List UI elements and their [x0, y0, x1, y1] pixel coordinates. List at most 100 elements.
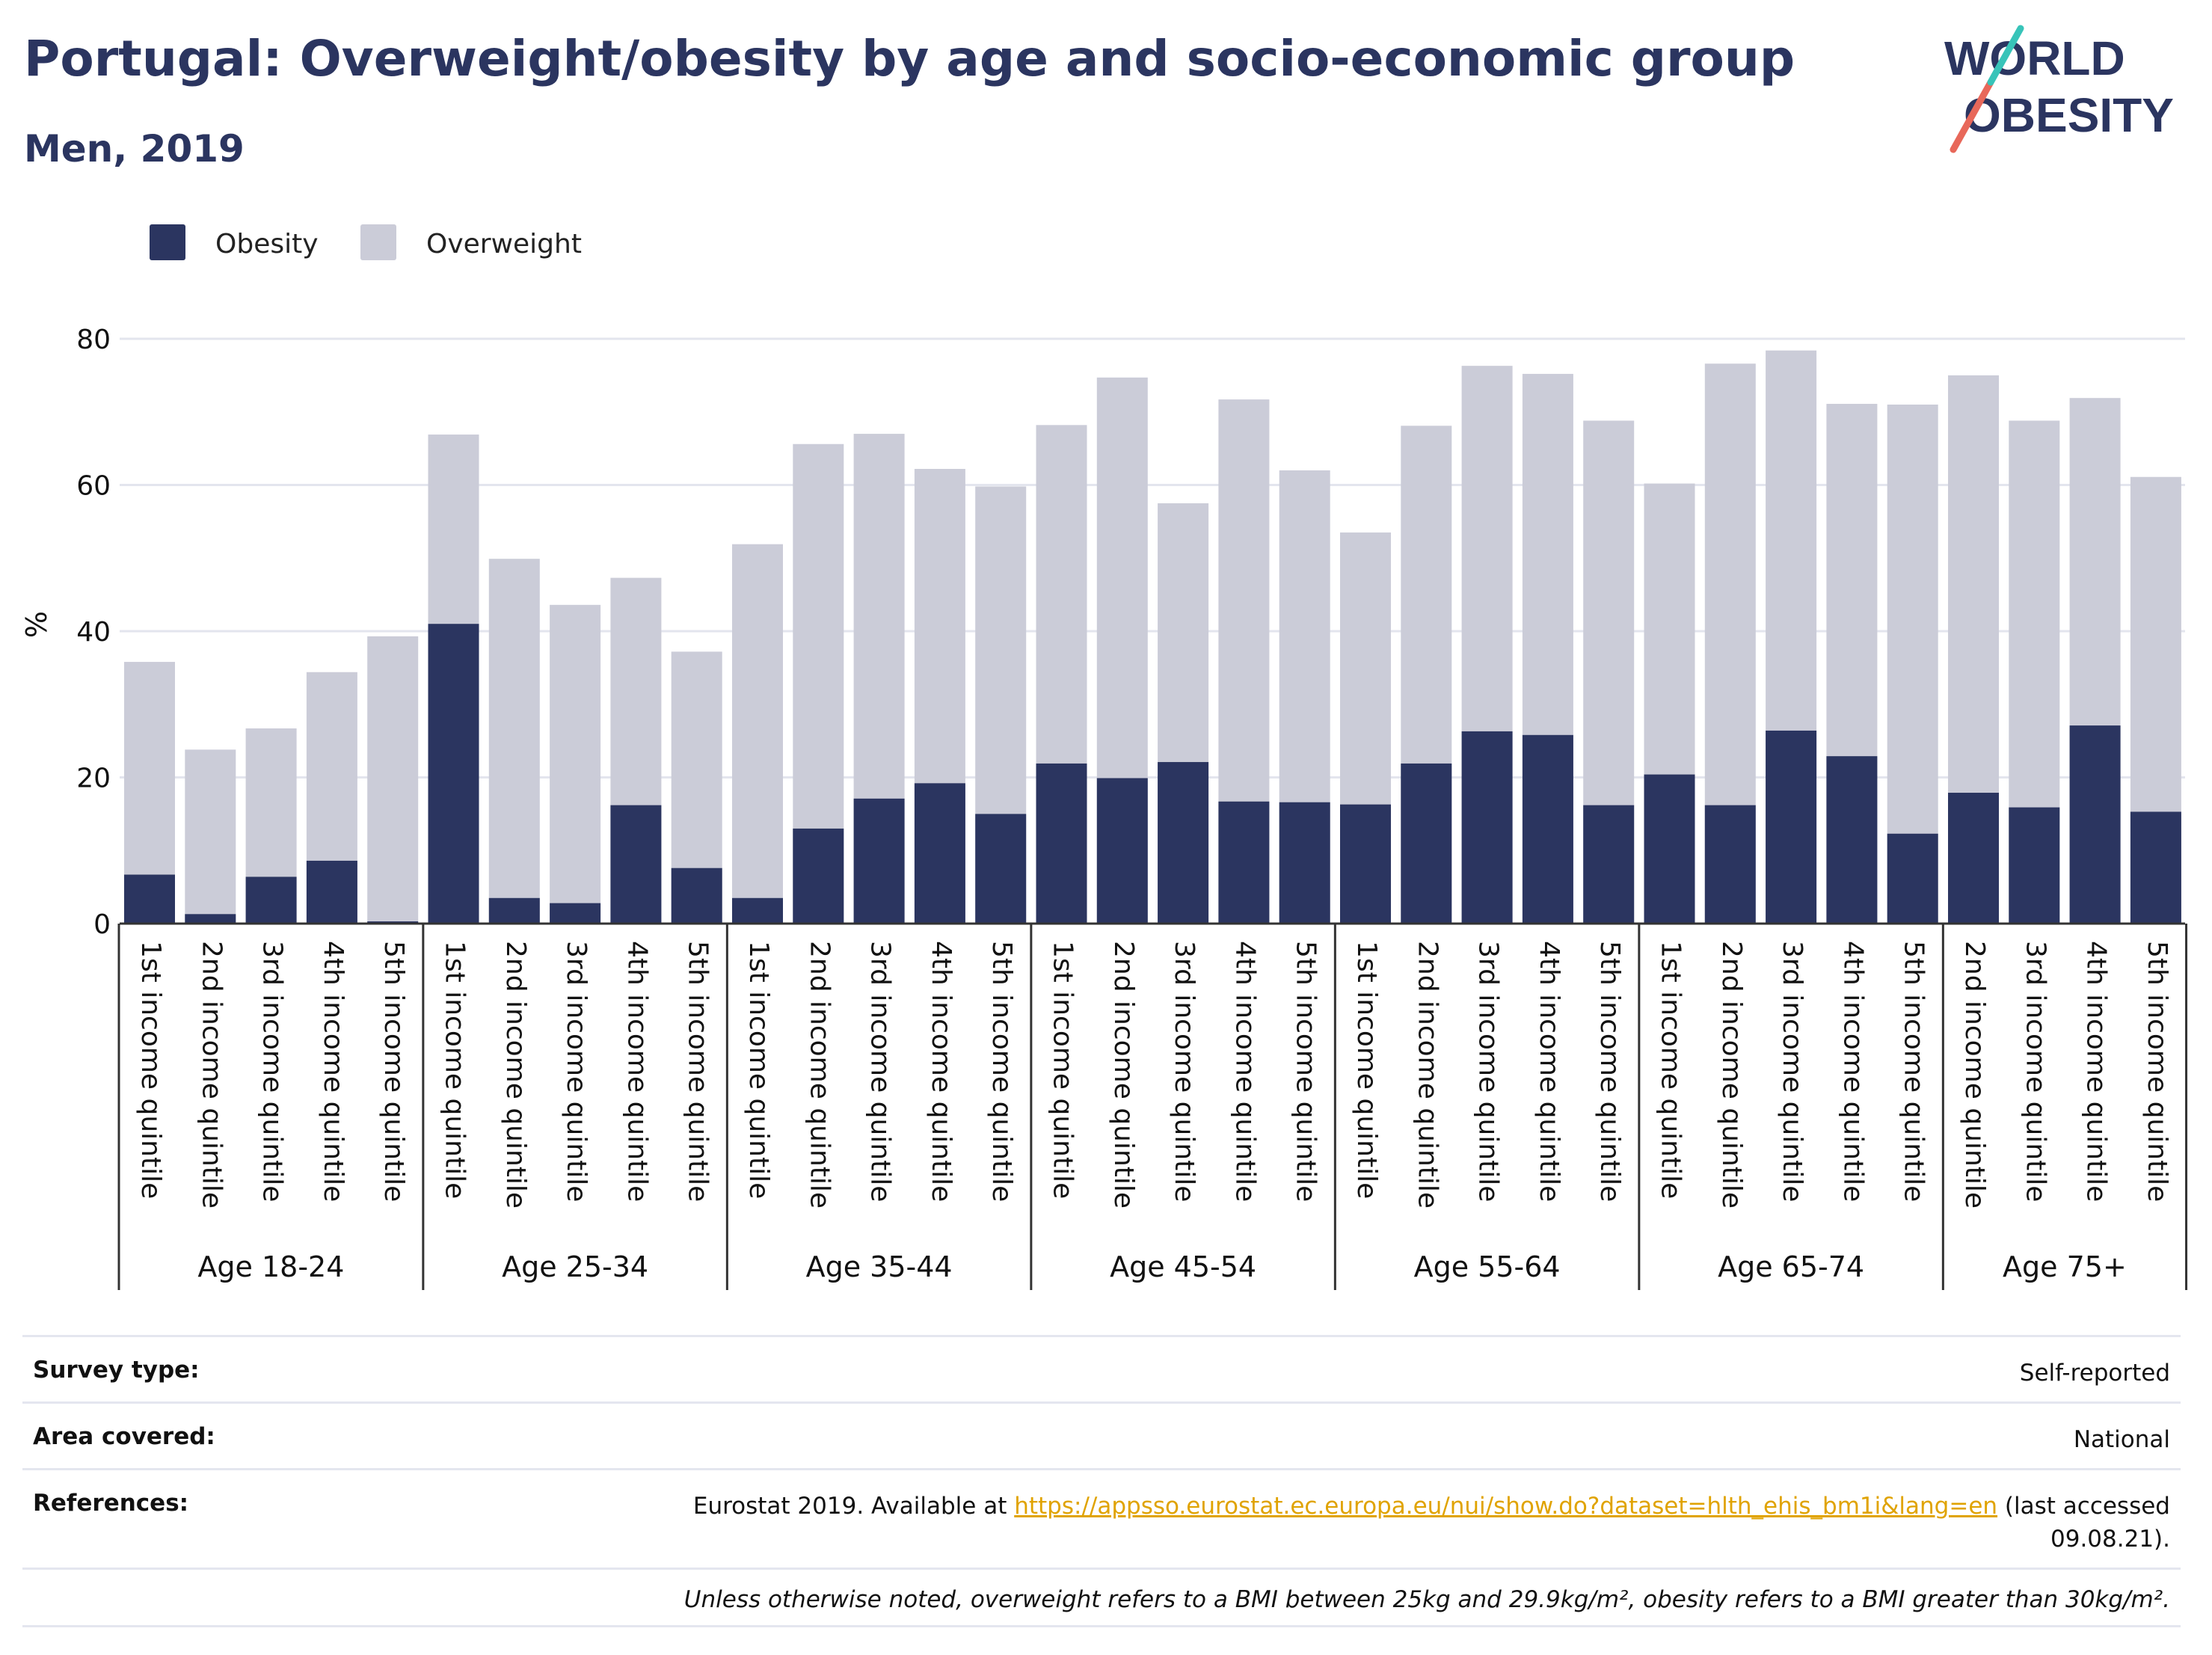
bar-obesity — [1158, 761, 1209, 924]
stacked-bar-chart: Obesity Overweight % 0 20 40 60 80 1st incom… — [20, 224, 2188, 1290]
y-tick-label: 60 — [76, 471, 111, 502]
group-label: Age 45-54 — [1110, 1250, 1256, 1283]
y-tick-label: 20 — [76, 764, 111, 794]
x-tick-label: 5th income quintile — [2142, 941, 2172, 1202]
references-suffix: (last accessed 09.08.21). — [1997, 1493, 2170, 1553]
bar-obesity — [245, 876, 297, 924]
references-label: References: — [33, 1490, 189, 1517]
bar-obesity — [1218, 801, 1270, 924]
x-tick-label: 4th income quintile — [1837, 941, 1868, 1202]
x-tick-label: 5th income quintile — [683, 941, 713, 1202]
svg-text:WORLD: WORLD — [1944, 31, 2125, 85]
bar-obesity — [1887, 833, 1938, 924]
references-link[interactable]: https://appsso.eurostat.ec.europa.eu/nui… — [1014, 1493, 1998, 1520]
world-obesity-logo: WORLD OBESITY — [1944, 25, 2174, 153]
x-tick-label: 3rd income quintile — [257, 941, 288, 1202]
bar-overweight — [367, 636, 419, 924]
x-tick-label: 5th income quintile — [1291, 941, 1321, 1202]
bar-obesity — [1279, 802, 1330, 924]
legend-swatch-overweight — [360, 224, 396, 260]
info-row-references: References: Eurostat 2019. Available at … — [22, 1468, 2181, 1568]
bar-obesity — [1644, 774, 1695, 924]
bar-obesity — [185, 914, 236, 924]
bar-obesity — [1948, 793, 1999, 924]
x-tick-label: 1st income quintile — [743, 941, 774, 1199]
legend: Obesity Overweight — [150, 224, 582, 260]
bar-obesity — [914, 783, 965, 924]
bar-obesity — [488, 897, 540, 924]
x-tick-label: 2nd income quintile — [1412, 941, 1443, 1209]
y-tick-label: 0 — [93, 909, 111, 940]
group-label: Age 25-34 — [502, 1250, 648, 1283]
bar-obesity — [306, 860, 357, 924]
legend-swatch-obesity — [150, 224, 185, 260]
bmi-note: Unless otherwise noted, overweight refer… — [22, 1568, 2181, 1627]
x-tick-label: 5th income quintile — [1899, 941, 1929, 1202]
bar-obesity — [1340, 804, 1391, 924]
x-tick-label: 4th income quintile — [621, 941, 652, 1202]
x-tick-label: 4th income quintile — [1534, 941, 1564, 1202]
legend-label-obesity: Obesity — [215, 229, 319, 260]
survey-type-label: Survey type: — [33, 1357, 200, 1384]
x-tick-label: 2nd income quintile — [1108, 941, 1139, 1209]
bar-obesity — [2069, 725, 2121, 924]
x-tick-label: 3rd income quintile — [1473, 941, 1504, 1202]
chart-subtitle: Men, 2019 — [24, 127, 245, 171]
area-label: Area covered: — [33, 1423, 215, 1450]
x-tick-label: 3rd income quintile — [1169, 941, 1199, 1202]
group-label: Age 75+ — [2003, 1250, 2127, 1283]
bar-obesity — [124, 874, 175, 924]
bar-overweight — [185, 749, 236, 924]
group-label: Age 35-44 — [806, 1250, 953, 1283]
bar-obesity — [853, 798, 905, 924]
chart-title: Portugal: Overweight/obesity by age and … — [24, 30, 1795, 87]
area-value: National — [2073, 1426, 2170, 1453]
bar-obesity — [1826, 756, 1878, 924]
x-tick-label: 2nd income quintile — [804, 941, 835, 1209]
x-tick-label: 2nd income quintile — [1716, 941, 1747, 1209]
x-tick-label: 1st income quintile — [135, 941, 166, 1199]
bar-obesity — [1704, 805, 1756, 924]
x-tick-label: 4th income quintile — [1229, 941, 1260, 1202]
x-tick-label: 2nd income quintile — [196, 941, 227, 1209]
group-label: Age 18-24 — [197, 1250, 344, 1283]
x-tick-label: 1st income quintile — [1656, 941, 1686, 1199]
bar-obesity — [1036, 763, 1087, 924]
bar-overweight — [488, 559, 540, 924]
x-tick-label: 4th income quintile — [318, 941, 348, 1202]
legend-label-overweight: Overweight — [426, 229, 582, 260]
x-tick-label: 3rd income quintile — [1777, 941, 1807, 1202]
info-row-area: Area covered: National — [22, 1401, 2181, 1468]
bar-obesity — [2009, 807, 2060, 924]
x-tick-label: 5th income quintile — [378, 941, 409, 1202]
y-tick-label: 80 — [76, 325, 111, 355]
bar-obesity — [2130, 811, 2181, 924]
x-tick-label: 2nd income quintile — [1959, 941, 1990, 1209]
bar-obesity — [550, 903, 601, 924]
x-tick-label: 3rd income quintile — [865, 941, 896, 1202]
references-prefix: Eurostat 2019. Available at — [692, 1493, 1015, 1520]
bar-obesity — [610, 805, 662, 924]
bar-obesity — [671, 868, 722, 924]
x-tick-label: 2nd income quintile — [500, 941, 531, 1209]
y-axis-label: % — [20, 611, 53, 638]
bar-obesity — [793, 828, 844, 924]
group-label: Age 65-74 — [1718, 1250, 1864, 1283]
bar-obesity — [732, 897, 783, 924]
bar-obesity — [1583, 805, 1635, 924]
bar-obesity — [1401, 763, 1452, 924]
bar-obesity — [1096, 778, 1148, 924]
x-tick-label: 4th income quintile — [926, 941, 956, 1202]
bar-obesity — [1766, 730, 1817, 924]
references-value: Eurostat 2019. Available at https://apps… — [675, 1490, 2170, 1556]
x-tick-label: 3rd income quintile — [2020, 941, 2050, 1202]
info-table: Survey type: Self-reported Area covered:… — [22, 1335, 2181, 1627]
x-tick-label: 1st income quintile — [440, 941, 470, 1199]
bar-obesity — [975, 814, 1027, 924]
x-tick-label: 4th income quintile — [2081, 941, 2112, 1202]
y-tick-label: 40 — [76, 617, 111, 648]
info-row-survey-type: Survey type: Self-reported — [22, 1335, 2181, 1401]
bar-obesity — [428, 624, 479, 924]
bar-overweight — [550, 604, 601, 924]
x-tick-label: 3rd income quintile — [561, 941, 592, 1202]
